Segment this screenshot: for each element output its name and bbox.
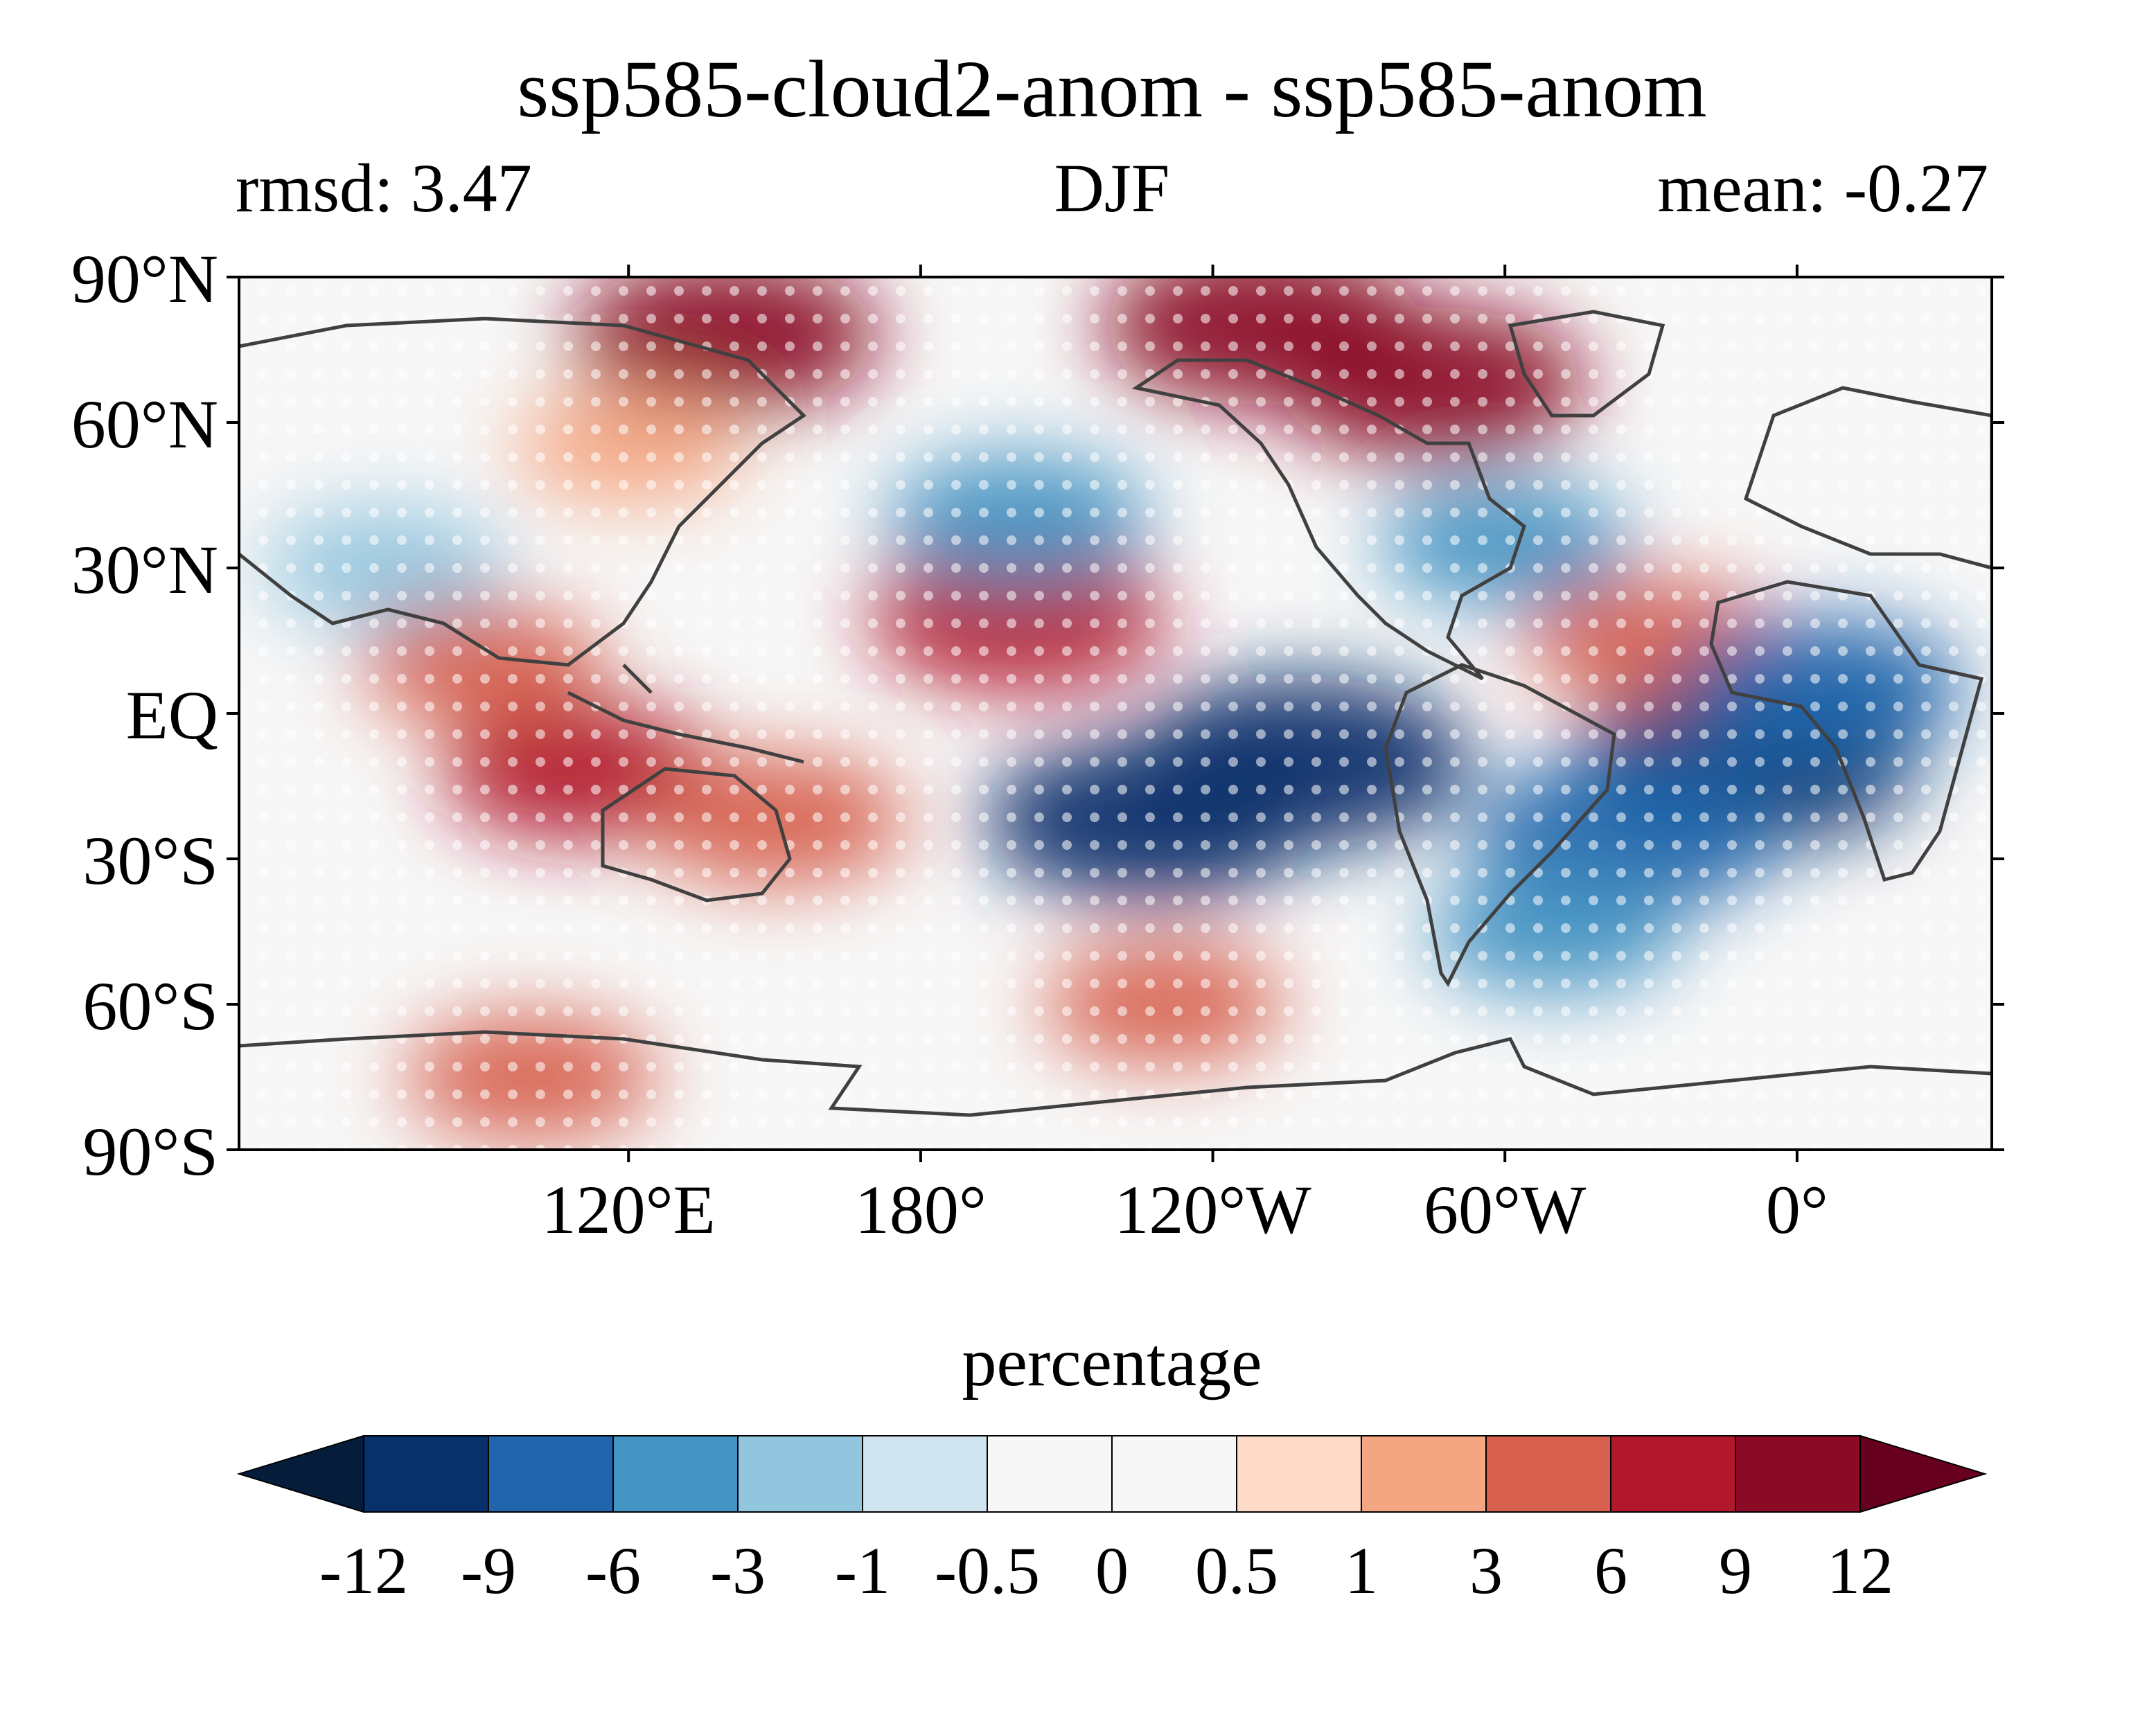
y-tick-label: 30°S (82, 822, 218, 899)
colorbar-tick-label: -12 (319, 1533, 408, 1608)
x-tick-label: 120°E (542, 1171, 716, 1248)
colorbar-tick-label: -1 (835, 1533, 890, 1608)
colorbar-ticks: -12 -9 -6 -3 -1 -0.5 0 0.5 1 3 6 9 12 (319, 1533, 1893, 1608)
colorbar-segment (1735, 1435, 1861, 1513)
colorbar-segment (862, 1435, 988, 1513)
colorbar-over-extension (1859, 1434, 1988, 1513)
coastline-africa (1709, 580, 1984, 882)
coastline-south-america (1384, 663, 1616, 987)
y-tick-label: EQ (126, 677, 218, 754)
colorbar-tick-label: 12 (1827, 1533, 1893, 1608)
chart-title: ssp585-cloud2-anom - ssp585-anom (517, 44, 1706, 134)
colorbar-segment (1236, 1435, 1362, 1513)
colorbar-segment (1361, 1435, 1487, 1513)
y-tick-label: 90°N (71, 240, 218, 317)
colorbar-tick-label: -9 (461, 1533, 516, 1608)
y-tick-label: 30°N (71, 531, 218, 608)
rmsd-label: rmsd: 3.47 (236, 150, 532, 226)
coastline-north-america (1131, 358, 1526, 681)
colorbar-segment (363, 1435, 489, 1513)
map-field (239, 277, 1992, 1150)
y-axis: 90°N 60°N 30°N EQ 30°S 60°S 90°S (71, 240, 2004, 1190)
colorbar (236, 1434, 1988, 1513)
coastline-eurasia (239, 317, 1992, 667)
colorbar-segment (1610, 1435, 1736, 1513)
x-tick-label: 0° (1766, 1171, 1828, 1248)
colorbar-segment (737, 1435, 863, 1513)
season-label: DJF (1054, 150, 1170, 226)
colorbar-tick-label: -3 (710, 1533, 766, 1608)
colorbar-tick-label: 0.5 (1195, 1533, 1278, 1608)
x-axis: 120°E 180° 120°W 60°W 0° (542, 265, 1828, 1248)
colorbar-segment (612, 1435, 739, 1513)
colorbar-under-extension (236, 1434, 364, 1513)
colorbar-tick-label: 9 (1719, 1533, 1752, 1608)
x-tick-label: 60°W (1424, 1171, 1587, 1248)
mean-label: mean: -0.27 (1657, 150, 1988, 226)
x-tick-label: 180° (855, 1171, 987, 1248)
coastline-greenland (1508, 310, 1665, 418)
colorbar-segment (1111, 1435, 1237, 1513)
coastline-australia (601, 767, 792, 902)
colorbar-segment (987, 1435, 1113, 1513)
colorbar-tick-label: -0.5 (935, 1533, 1040, 1608)
colorbar-tick-label: 3 (1469, 1533, 1503, 1608)
stippling (239, 277, 1992, 1150)
y-tick-label: 90°S (82, 1113, 218, 1190)
y-tick-label: 60°S (82, 968, 218, 1044)
colorbar-tick-label: 0 (1095, 1533, 1129, 1608)
colorbar-segment (488, 1435, 614, 1513)
colorbar-tick-label: 6 (1594, 1533, 1627, 1608)
colorbar-tick-label: -6 (585, 1533, 641, 1608)
y-tick-label: 60°N (71, 386, 218, 463)
coastline-maritime (567, 664, 804, 764)
colorbar-label: percentage (962, 1324, 1262, 1400)
colorbar-tick-label: 1 (1345, 1533, 1378, 1608)
coastlines (239, 310, 1992, 1117)
x-tick-label: 120°W (1114, 1171, 1311, 1248)
colorbar-segment (1485, 1435, 1611, 1513)
coastline-antarctica (239, 1030, 1992, 1117)
